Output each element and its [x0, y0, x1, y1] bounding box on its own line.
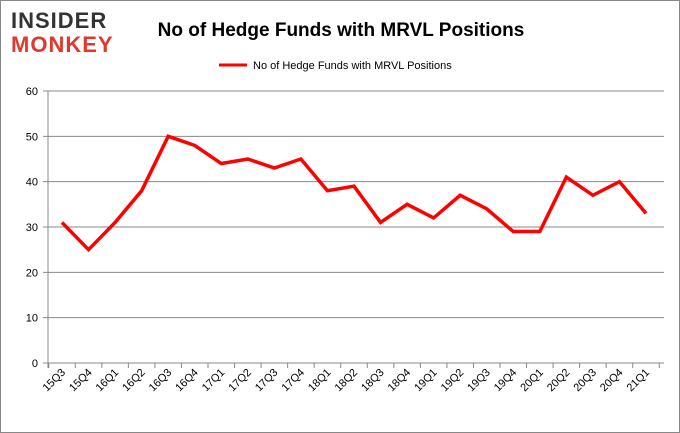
x-tick-label: 19Q1: [412, 367, 440, 395]
logo-line1: INSIDER: [11, 8, 108, 33]
series-line: [60, 134, 648, 253]
y-tick-label: 50: [26, 131, 38, 143]
x-tick-label: 19Q3: [465, 367, 493, 395]
y-tick-label: 40: [26, 177, 38, 189]
insider-monkey-logo: INSIDER MONKEY: [11, 9, 114, 57]
x-tick-label: 18Q4: [386, 367, 414, 395]
x-tick-label: 17Q1: [200, 367, 228, 395]
y-tick-label: 0: [32, 358, 38, 370]
y-tick-label: 30: [26, 222, 38, 234]
x-tick-label: 16Q2: [120, 367, 148, 395]
x-tick-label: 21Q1: [625, 367, 653, 395]
x-tick-label: 15Q4: [67, 367, 95, 395]
x-tick-label: 17Q2: [226, 367, 254, 395]
y-tick-label: 60: [26, 86, 38, 98]
x-tick-label: 19Q2: [439, 367, 467, 395]
x-tick-label: 18Q2: [333, 367, 361, 395]
x-tick-label: 15Q3: [41, 367, 69, 395]
x-tick-label: 20Q2: [545, 367, 573, 395]
x-tick-label: 20Q1: [518, 367, 546, 395]
x-tick-label: 17Q4: [280, 367, 308, 395]
y-tick-label: 20: [26, 267, 38, 279]
x-tick-label: 20Q4: [598, 367, 626, 395]
x-tick-label: 20Q3: [572, 367, 600, 395]
x-tick-label: 18Q1: [306, 367, 334, 395]
chart-title: No of Hedge Funds with MRVL Positions: [158, 20, 525, 41]
x-tick-label: 16Q4: [173, 367, 201, 395]
x-tick-label: 17Q3: [253, 367, 281, 395]
x-tick-label: 16Q3: [147, 367, 175, 395]
y-tick-label: 10: [26, 313, 38, 325]
x-tick-label: 19Q4: [492, 367, 520, 395]
logo-line2: MONKEY: [11, 32, 114, 57]
legend-label: No of Hedge Funds with MRVL Positions: [253, 60, 452, 72]
x-tick-label: 18Q3: [359, 367, 387, 395]
x-tick-label: 16Q1: [94, 367, 122, 395]
